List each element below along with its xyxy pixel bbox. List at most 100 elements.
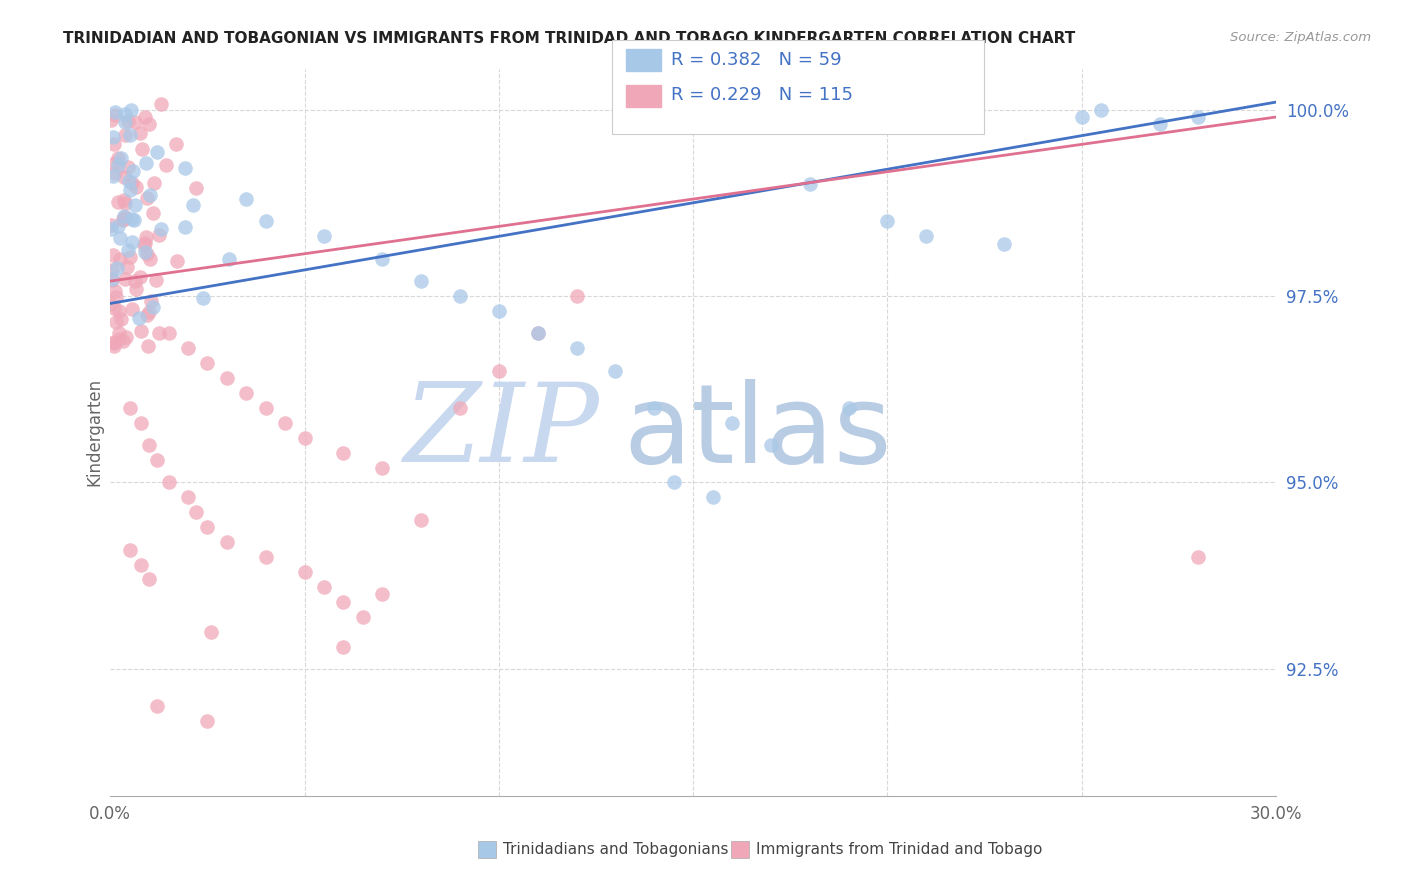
Point: [112, 209, 135, 223]
Point: [107, 194, 129, 209]
Point: [124, 115, 146, 129]
Point: [121, 235, 143, 249]
Point: [155, 158, 177, 172]
Point: [103, 137, 125, 152]
Point: [146, 145, 169, 160]
Point: [101, 130, 124, 145]
Point: [184, 505, 207, 519]
Point: [131, 416, 153, 430]
Point: [197, 714, 219, 728]
Point: [165, 136, 187, 151]
Point: [565, 289, 588, 303]
Point: [108, 326, 131, 340]
Point: [132, 238, 155, 252]
Point: [108, 333, 131, 347]
Point: [139, 252, 162, 267]
Point: [112, 334, 135, 348]
Point: [112, 169, 135, 184]
Text: Immigrants from Trinidad and Tobago: Immigrants from Trinidad and Tobago: [756, 842, 1043, 856]
Text: TRINIDADIAN AND TOBAGONIAN VS IMMIGRANTS FROM TRINIDAD AND TOBAGO KINDERGARTEN C: TRINIDADIAN AND TOBAGONIAN VS IMMIGRANTS…: [63, 31, 1076, 46]
Point: [215, 535, 238, 549]
Point: [449, 289, 471, 303]
Point: [526, 326, 548, 341]
Point: [118, 174, 141, 188]
Point: [104, 108, 127, 122]
Point: [193, 292, 215, 306]
Point: [136, 247, 159, 261]
Point: [114, 195, 136, 210]
Point: [449, 401, 471, 415]
Point: [643, 401, 665, 415]
Point: [107, 219, 129, 234]
Point: [100, 221, 122, 235]
Point: [150, 96, 173, 111]
Point: [128, 270, 150, 285]
Point: [1149, 118, 1171, 132]
Point: [128, 127, 150, 141]
Point: [100, 113, 122, 128]
Point: [352, 609, 374, 624]
Point: [371, 252, 394, 266]
Point: [142, 176, 165, 190]
Point: [148, 228, 170, 243]
Point: [134, 236, 156, 251]
Point: [103, 339, 125, 353]
Point: [177, 491, 200, 505]
Point: [100, 263, 122, 277]
Text: Source: ZipAtlas.com: Source: ZipAtlas.com: [1230, 31, 1371, 45]
Point: [254, 214, 277, 228]
Point: [117, 244, 139, 258]
Point: [332, 595, 354, 609]
Point: [662, 475, 685, 490]
Point: [128, 311, 150, 326]
Point: [173, 161, 195, 175]
Point: [1070, 110, 1092, 124]
Point: [218, 252, 240, 266]
Point: [183, 198, 205, 212]
Y-axis label: Kindergarten: Kindergarten: [86, 378, 103, 486]
Point: [125, 179, 148, 194]
Point: [118, 542, 141, 557]
Point: [117, 114, 139, 128]
Point: [139, 187, 162, 202]
Point: [105, 290, 128, 304]
Point: [114, 210, 136, 224]
Point: [312, 580, 335, 594]
Point: [148, 326, 170, 340]
Point: [136, 308, 159, 322]
Point: [235, 386, 257, 401]
Point: [103, 284, 125, 298]
Text: atlas: atlas: [623, 378, 891, 485]
Point: [411, 513, 433, 527]
Point: [146, 699, 169, 714]
Point: [215, 371, 238, 385]
Point: [124, 198, 146, 212]
Point: [1187, 550, 1209, 565]
Point: [142, 206, 165, 220]
Point: [108, 231, 131, 245]
Point: [103, 156, 125, 170]
Point: [149, 222, 172, 236]
Point: [332, 445, 354, 459]
Point: [146, 453, 169, 467]
Text: R = 0.382   N = 59: R = 0.382 N = 59: [671, 51, 841, 69]
Point: [526, 326, 548, 341]
Point: [200, 624, 222, 639]
Point: [111, 212, 134, 227]
Point: [117, 160, 139, 174]
Point: [117, 260, 139, 274]
Point: [565, 341, 588, 355]
Point: [1187, 110, 1209, 124]
Point: [294, 565, 316, 579]
Point: [915, 229, 938, 244]
Point: [114, 330, 136, 344]
Point: [138, 305, 160, 319]
Point: [112, 193, 135, 207]
Point: [138, 573, 160, 587]
Point: [101, 169, 124, 184]
Point: [110, 151, 132, 165]
Point: [135, 156, 157, 170]
Point: [838, 401, 860, 415]
Point: [174, 220, 197, 235]
Point: [124, 274, 146, 288]
